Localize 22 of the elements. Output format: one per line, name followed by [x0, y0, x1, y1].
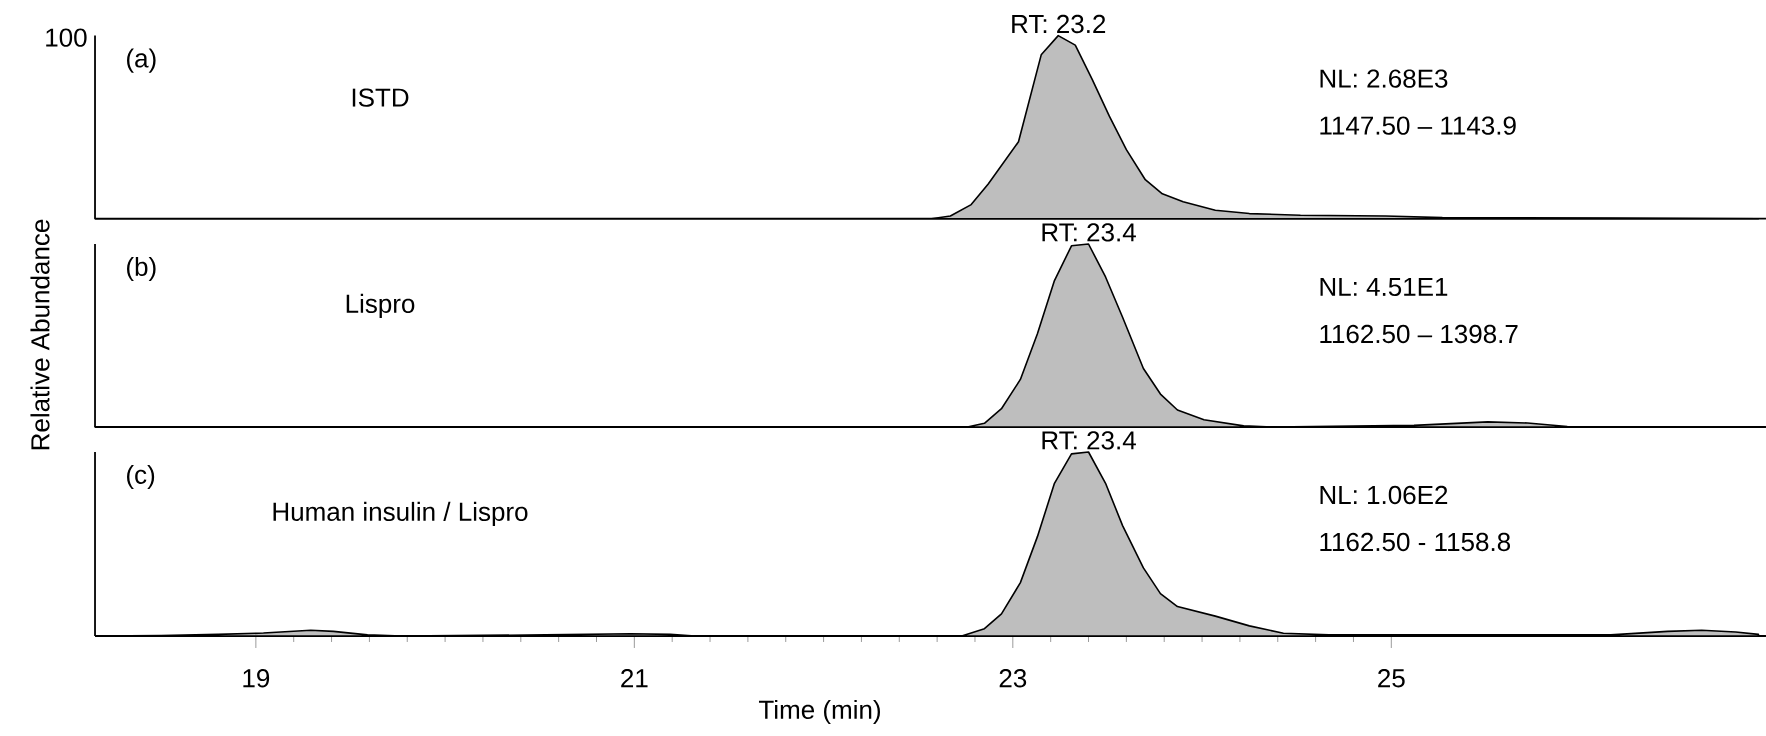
text: RT: 23.4	[1042, 223, 1136, 242]
annotation: Lispro	[346, 293, 415, 319]
x-tick-label: 21	[621, 669, 648, 688]
annotation: 1147.50 – 1143.9	[1320, 116, 1516, 135]
annotation: Human insulin / Lispro	[273, 501, 528, 527]
annotation: NL: 4.51E1	[1320, 277, 1448, 297]
x-tick-label: 25	[1378, 669, 1405, 688]
x-axis-title: Time (min)	[758, 699, 880, 725]
text: 100	[46, 28, 87, 47]
text: RT: 23.2	[1012, 14, 1106, 34]
annotation: NL: 1.06E2	[1320, 485, 1448, 505]
annotation: ISTD	[352, 88, 409, 107]
annotation: NL: 2.68E3	[1320, 69, 1448, 88]
annotation: 1162.50 - 1158.8	[1320, 532, 1511, 552]
x-tick-label: 23	[999, 669, 1027, 688]
annotation: (b)	[127, 256, 156, 282]
y-axis-title: Relative Abundance	[30, 219, 50, 450]
annotation: (c)	[127, 464, 155, 490]
x-tick-label: 19	[243, 669, 270, 688]
annotation: (a)	[127, 48, 156, 73]
text: RT: 23.4	[1042, 431, 1136, 450]
annotation: 1162.50 – 1398.7	[1320, 324, 1518, 344]
